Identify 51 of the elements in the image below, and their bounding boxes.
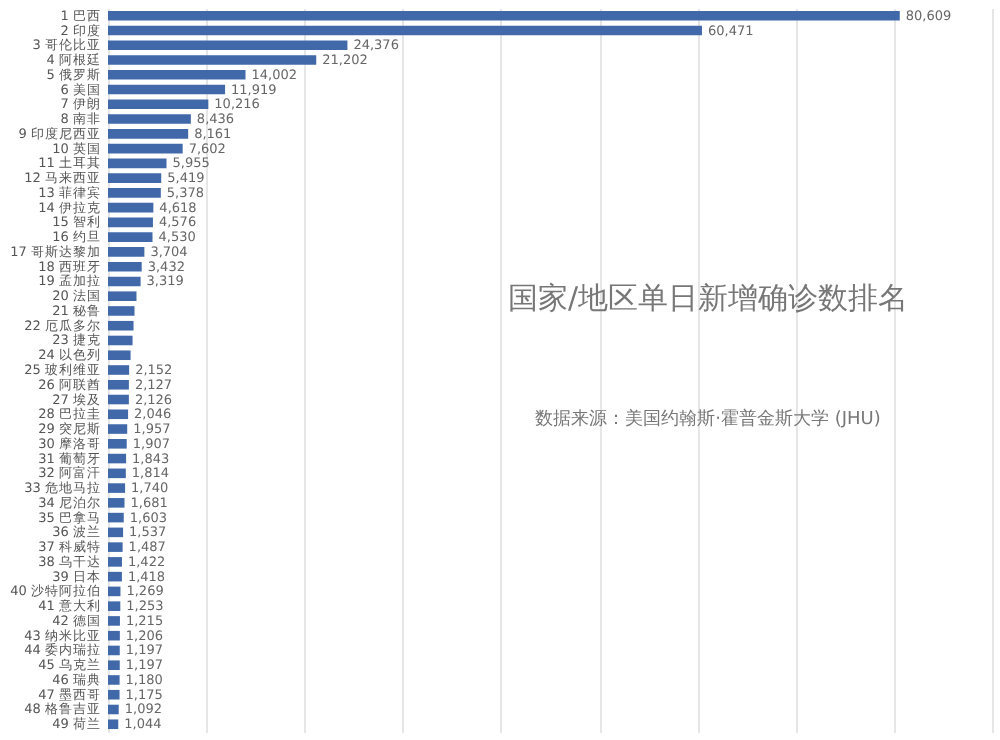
bar xyxy=(108,512,124,523)
bar xyxy=(108,158,167,169)
bar xyxy=(108,527,124,538)
bar xyxy=(108,379,129,390)
bar xyxy=(108,409,129,420)
bar xyxy=(108,202,154,213)
bar xyxy=(108,468,126,479)
bar xyxy=(108,143,183,154)
bar xyxy=(108,439,127,449)
bar xyxy=(108,291,137,301)
bar xyxy=(108,498,125,508)
bar xyxy=(108,660,120,671)
bar xyxy=(108,320,134,331)
bar xyxy=(108,129,189,139)
bar xyxy=(108,114,191,124)
bar xyxy=(108,55,317,65)
bar xyxy=(108,10,900,21)
bar xyxy=(108,188,161,198)
bar xyxy=(108,675,120,685)
bar xyxy=(108,557,122,567)
bar xyxy=(108,335,133,346)
bar xyxy=(108,173,162,183)
bar xyxy=(108,689,120,700)
bar xyxy=(108,483,126,493)
bar xyxy=(108,704,119,715)
bar xyxy=(108,453,127,464)
bar xyxy=(108,99,209,110)
bar xyxy=(108,261,142,272)
bar xyxy=(108,394,129,405)
bar xyxy=(108,84,226,95)
bar xyxy=(108,601,121,611)
bar xyxy=(108,306,135,316)
bar xyxy=(108,232,153,242)
bar xyxy=(108,719,119,730)
bar xyxy=(108,69,246,80)
bar xyxy=(108,542,123,552)
bar xyxy=(108,350,131,361)
bar xyxy=(108,645,120,656)
text: 国家/地区单日新增确诊数排名 xyxy=(507,280,909,316)
bar xyxy=(108,630,120,641)
bar xyxy=(108,571,122,582)
bar xyxy=(108,586,121,597)
bar xyxy=(108,25,702,36)
annotation: 数据来源：美国约翰斯·霍普金斯大学 (JHU) xyxy=(535,408,881,430)
bar xyxy=(108,40,348,51)
bar xyxy=(108,616,120,626)
bar xyxy=(108,247,145,257)
bar xyxy=(108,424,128,434)
bar xyxy=(108,276,141,287)
bar xyxy=(108,217,153,228)
bar xyxy=(108,365,130,375)
